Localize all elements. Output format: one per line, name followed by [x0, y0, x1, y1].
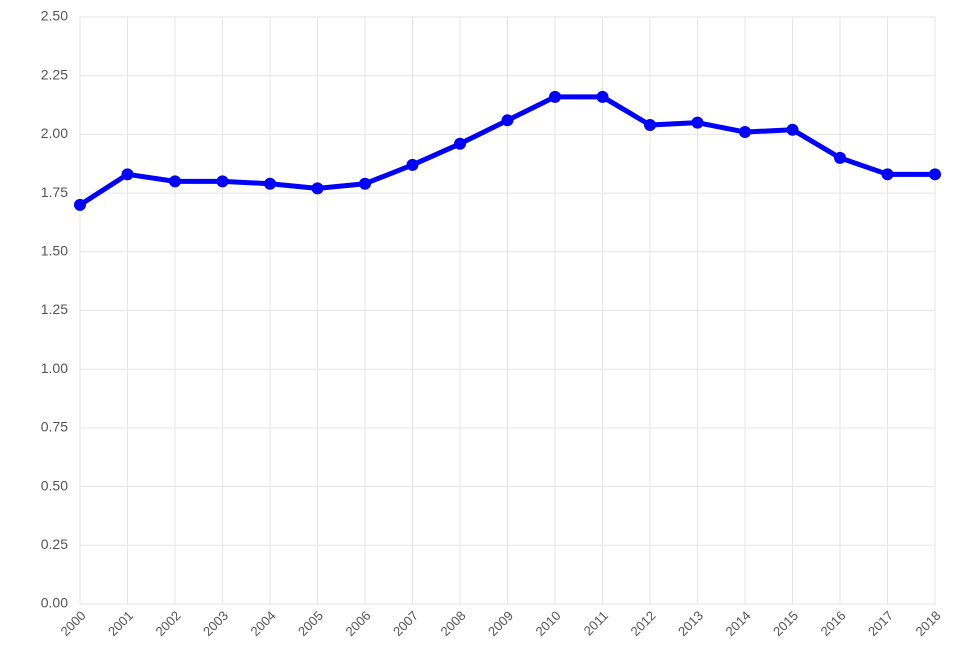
point	[264, 177, 276, 190]
point	[74, 198, 86, 211]
point	[739, 126, 751, 139]
point	[691, 116, 704, 129]
y-tick-label: 1.00	[41, 360, 68, 376]
y-tick-label: 0.75	[41, 419, 68, 435]
x-tick-label: 2010	[532, 608, 563, 639]
point	[501, 114, 514, 127]
x-tick-label: 2004	[247, 608, 278, 639]
point	[596, 90, 609, 103]
x-tick-label: 2017	[865, 608, 896, 639]
x-tick-label: 2014	[722, 608, 753, 639]
x-tick-label: 2000	[57, 608, 88, 639]
y-tick-label: 0.50	[41, 477, 68, 493]
point	[406, 158, 419, 171]
y-tick-label: 2.50	[41, 8, 68, 24]
point	[359, 177, 371, 190]
point	[311, 182, 324, 195]
point	[644, 119, 656, 132]
y-tick-label: 0.25	[41, 536, 68, 552]
point	[121, 168, 134, 181]
x-tick-label: 2012	[627, 608, 658, 639]
x-tick-label: 2001	[105, 608, 136, 639]
x-tick-label: 2009	[485, 608, 516, 639]
point	[834, 151, 846, 164]
x-tick-label: 2018	[912, 608, 943, 639]
x-tick-label: 2007	[390, 608, 421, 639]
x-tick-label: 2013	[675, 608, 706, 639]
y-tick-label: 2.00	[41, 125, 68, 141]
point	[786, 123, 799, 136]
point	[454, 137, 466, 150]
x-tick-label: 2008	[437, 608, 468, 639]
x-tick-label: 2015	[770, 608, 801, 639]
point	[929, 168, 941, 181]
point	[549, 90, 561, 103]
y-tick-label: 2.25	[41, 66, 68, 82]
x-tick-label: 2005	[295, 608, 326, 639]
x-tick-label: 2016	[817, 608, 848, 639]
point	[881, 168, 894, 181]
point	[216, 175, 229, 188]
x-tick-label: 2002	[152, 608, 183, 639]
x-tick-label: 2006	[342, 608, 373, 639]
y-tick-label: 0.00	[41, 595, 68, 611]
point	[169, 175, 181, 188]
x-tick-label: 2003	[200, 608, 231, 639]
y-tick-label: 1.25	[41, 301, 68, 317]
y-tick-label: 1.75	[41, 184, 68, 200]
y-tick-label: 1.50	[41, 243, 68, 259]
x-tick-label: 2011	[581, 608, 611, 638]
